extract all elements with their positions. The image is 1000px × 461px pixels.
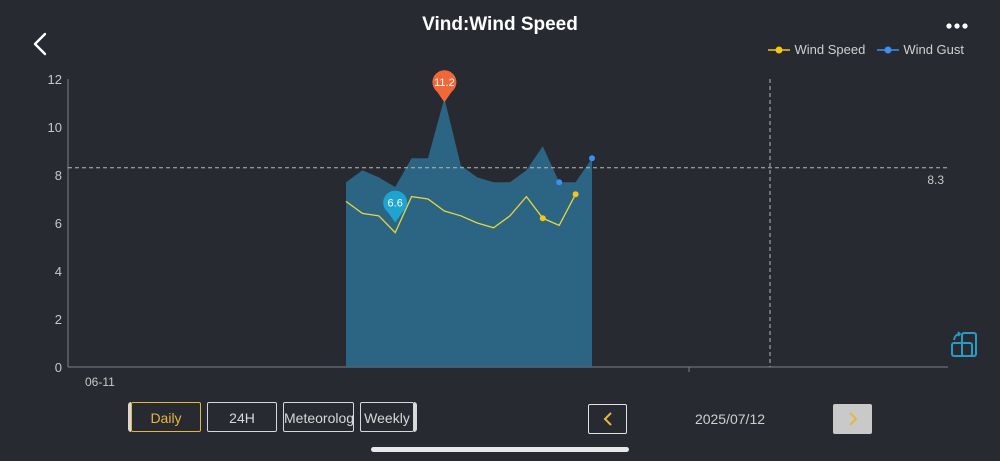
more-dots-icon xyxy=(946,23,968,29)
reference-line-label: 8.3 xyxy=(927,173,944,187)
chevron-left-icon xyxy=(603,412,612,426)
marker-label: 11.2 xyxy=(434,77,455,89)
y-tick-label: 12 xyxy=(48,72,62,87)
wind-gust-area xyxy=(346,98,592,367)
marker-label: 6.6 xyxy=(388,198,403,210)
y-tick-label: 2 xyxy=(55,312,62,327)
rotate-screen-button[interactable] xyxy=(950,330,980,360)
previous-date-button[interactable] xyxy=(588,404,627,434)
y-tick-label: 8 xyxy=(55,168,62,183)
more-button[interactable] xyxy=(944,22,972,38)
chevron-right-icon xyxy=(848,412,857,426)
legend-item-wind-speed[interactable]: Wind Speed xyxy=(768,42,865,57)
chart-legend: Wind Speed Wind Gust xyxy=(768,42,964,57)
current-date: 2025/07/12 xyxy=(694,411,766,427)
page-title: Vind:Wind Speed xyxy=(422,14,578,35)
wind-speed-point xyxy=(539,215,546,222)
rotate-screen-icon xyxy=(951,331,977,357)
x-tick-label: 06-11 xyxy=(85,375,115,389)
legend-label-wind-gust: Wind Gust xyxy=(903,42,964,57)
wind-speed-point xyxy=(572,191,579,198)
wind-speed-line xyxy=(345,193,577,234)
y-tick-label: 6 xyxy=(55,216,62,231)
y-tick-label: 4 xyxy=(55,264,62,279)
y-tick-label: 0 xyxy=(55,360,62,375)
legend-item-wind-gust[interactable]: Wind Gust xyxy=(877,42,964,57)
tab-daily[interactable]: Daily xyxy=(131,402,201,432)
home-indicator xyxy=(371,447,629,452)
wind-gust-point xyxy=(589,155,595,162)
legend-marker-wind-gust xyxy=(877,46,900,53)
back-button[interactable] xyxy=(28,30,58,60)
wind-speed-chart[interactable]: 0 2 4 6 8 10 12 06-11 8.3 11.2 6.6 xyxy=(0,0,1000,400)
tab-weekly[interactable]: Weekly xyxy=(360,402,414,432)
marker-pin[interactable] xyxy=(383,190,408,215)
chevron-left-icon xyxy=(33,32,47,56)
period-tabs: Daily 24H Meteorolog Weekly xyxy=(128,402,417,432)
marker-pin[interactable] xyxy=(432,70,457,95)
next-date-button[interactable] xyxy=(833,404,872,434)
wind-gust-point xyxy=(556,179,563,186)
tab-meteorological[interactable]: Meteorolog xyxy=(283,402,354,432)
bottom-controls: Daily 24H Meteorolog Weekly 2025/07/12 xyxy=(0,400,1000,440)
tab-24h[interactable]: 24H xyxy=(207,402,277,432)
legend-label-wind-speed: Wind Speed xyxy=(794,42,866,57)
y-tick-label: 10 xyxy=(48,120,62,135)
legend-marker-wind-speed xyxy=(768,46,791,53)
